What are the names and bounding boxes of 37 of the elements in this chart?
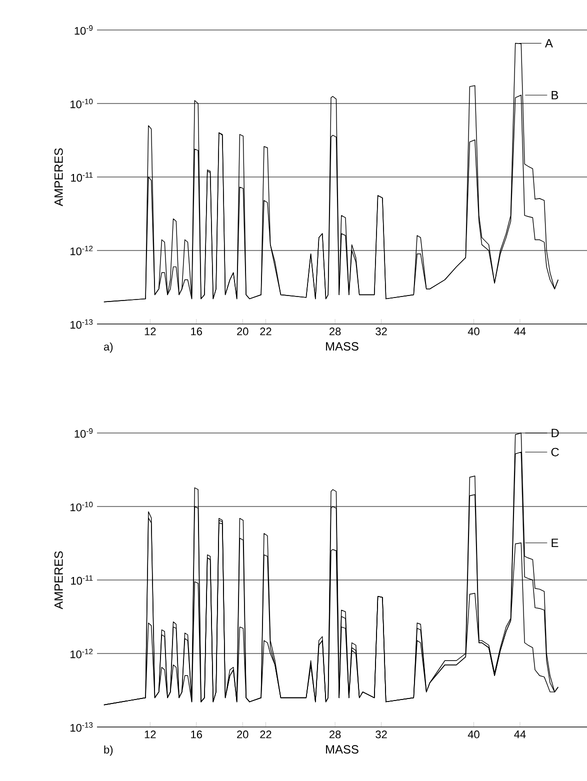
y-tick-label: 10$^{-10}$ [70, 98, 93, 108]
x-tick-label: 16 [190, 328, 202, 336]
legend-label: C [551, 448, 559, 456]
x-tick-label: 44 [514, 730, 526, 738]
y-tick-label: 10$^{-11}$ [70, 575, 92, 585]
y-tick-label: 10$^{-9}$ [74, 25, 92, 35]
y-tick-label: 10$^{-13}$ [70, 722, 92, 732]
x-tick-label: 20 [236, 730, 248, 738]
y-axis-title: AMPERES [54, 148, 63, 206]
x-tick-label: 12 [144, 328, 156, 336]
text: a) [104, 342, 112, 353]
x-tick-label: 44 [514, 328, 526, 336]
x-tick-label: 22 [260, 328, 272, 336]
x-tick-label: 32 [375, 328, 387, 336]
legend-label: E [552, 538, 558, 547]
x-tick-label: 28 [329, 328, 341, 336]
x-tick-label: 12 [144, 730, 156, 738]
x-axis-title: MASS [326, 342, 358, 351]
y-tick-label: 10$^{-13}$ [70, 319, 92, 329]
x-tick-label: 40 [468, 730, 480, 738]
y-tick-label: 10$^{-12}$ [70, 246, 92, 256]
y-tick-label: 10$^{-10}$ [70, 502, 93, 512]
x-tick-label: 40 [468, 328, 480, 336]
y-axis-title: AMPERES [54, 551, 63, 610]
y-tick-label: 10$^{-12}$ [70, 648, 92, 658]
x-tick-label: 32 [375, 730, 387, 738]
legend-label: B [552, 91, 558, 100]
x-tick-label: 20 [236, 328, 248, 336]
x-tick-label: 16 [190, 730, 202, 738]
legend-label: D [552, 428, 559, 438]
x-tick-label: 22 [260, 730, 272, 738]
y-tick-label: 10$^{-11}$ [70, 172, 92, 182]
y-tick-label: 10$^{-9}$ [74, 428, 92, 438]
text: b) [104, 746, 112, 756]
x-axis-title: MASS [326, 745, 358, 754]
legend-label: A [544, 39, 553, 48]
x-tick-label: 28 [329, 730, 341, 738]
